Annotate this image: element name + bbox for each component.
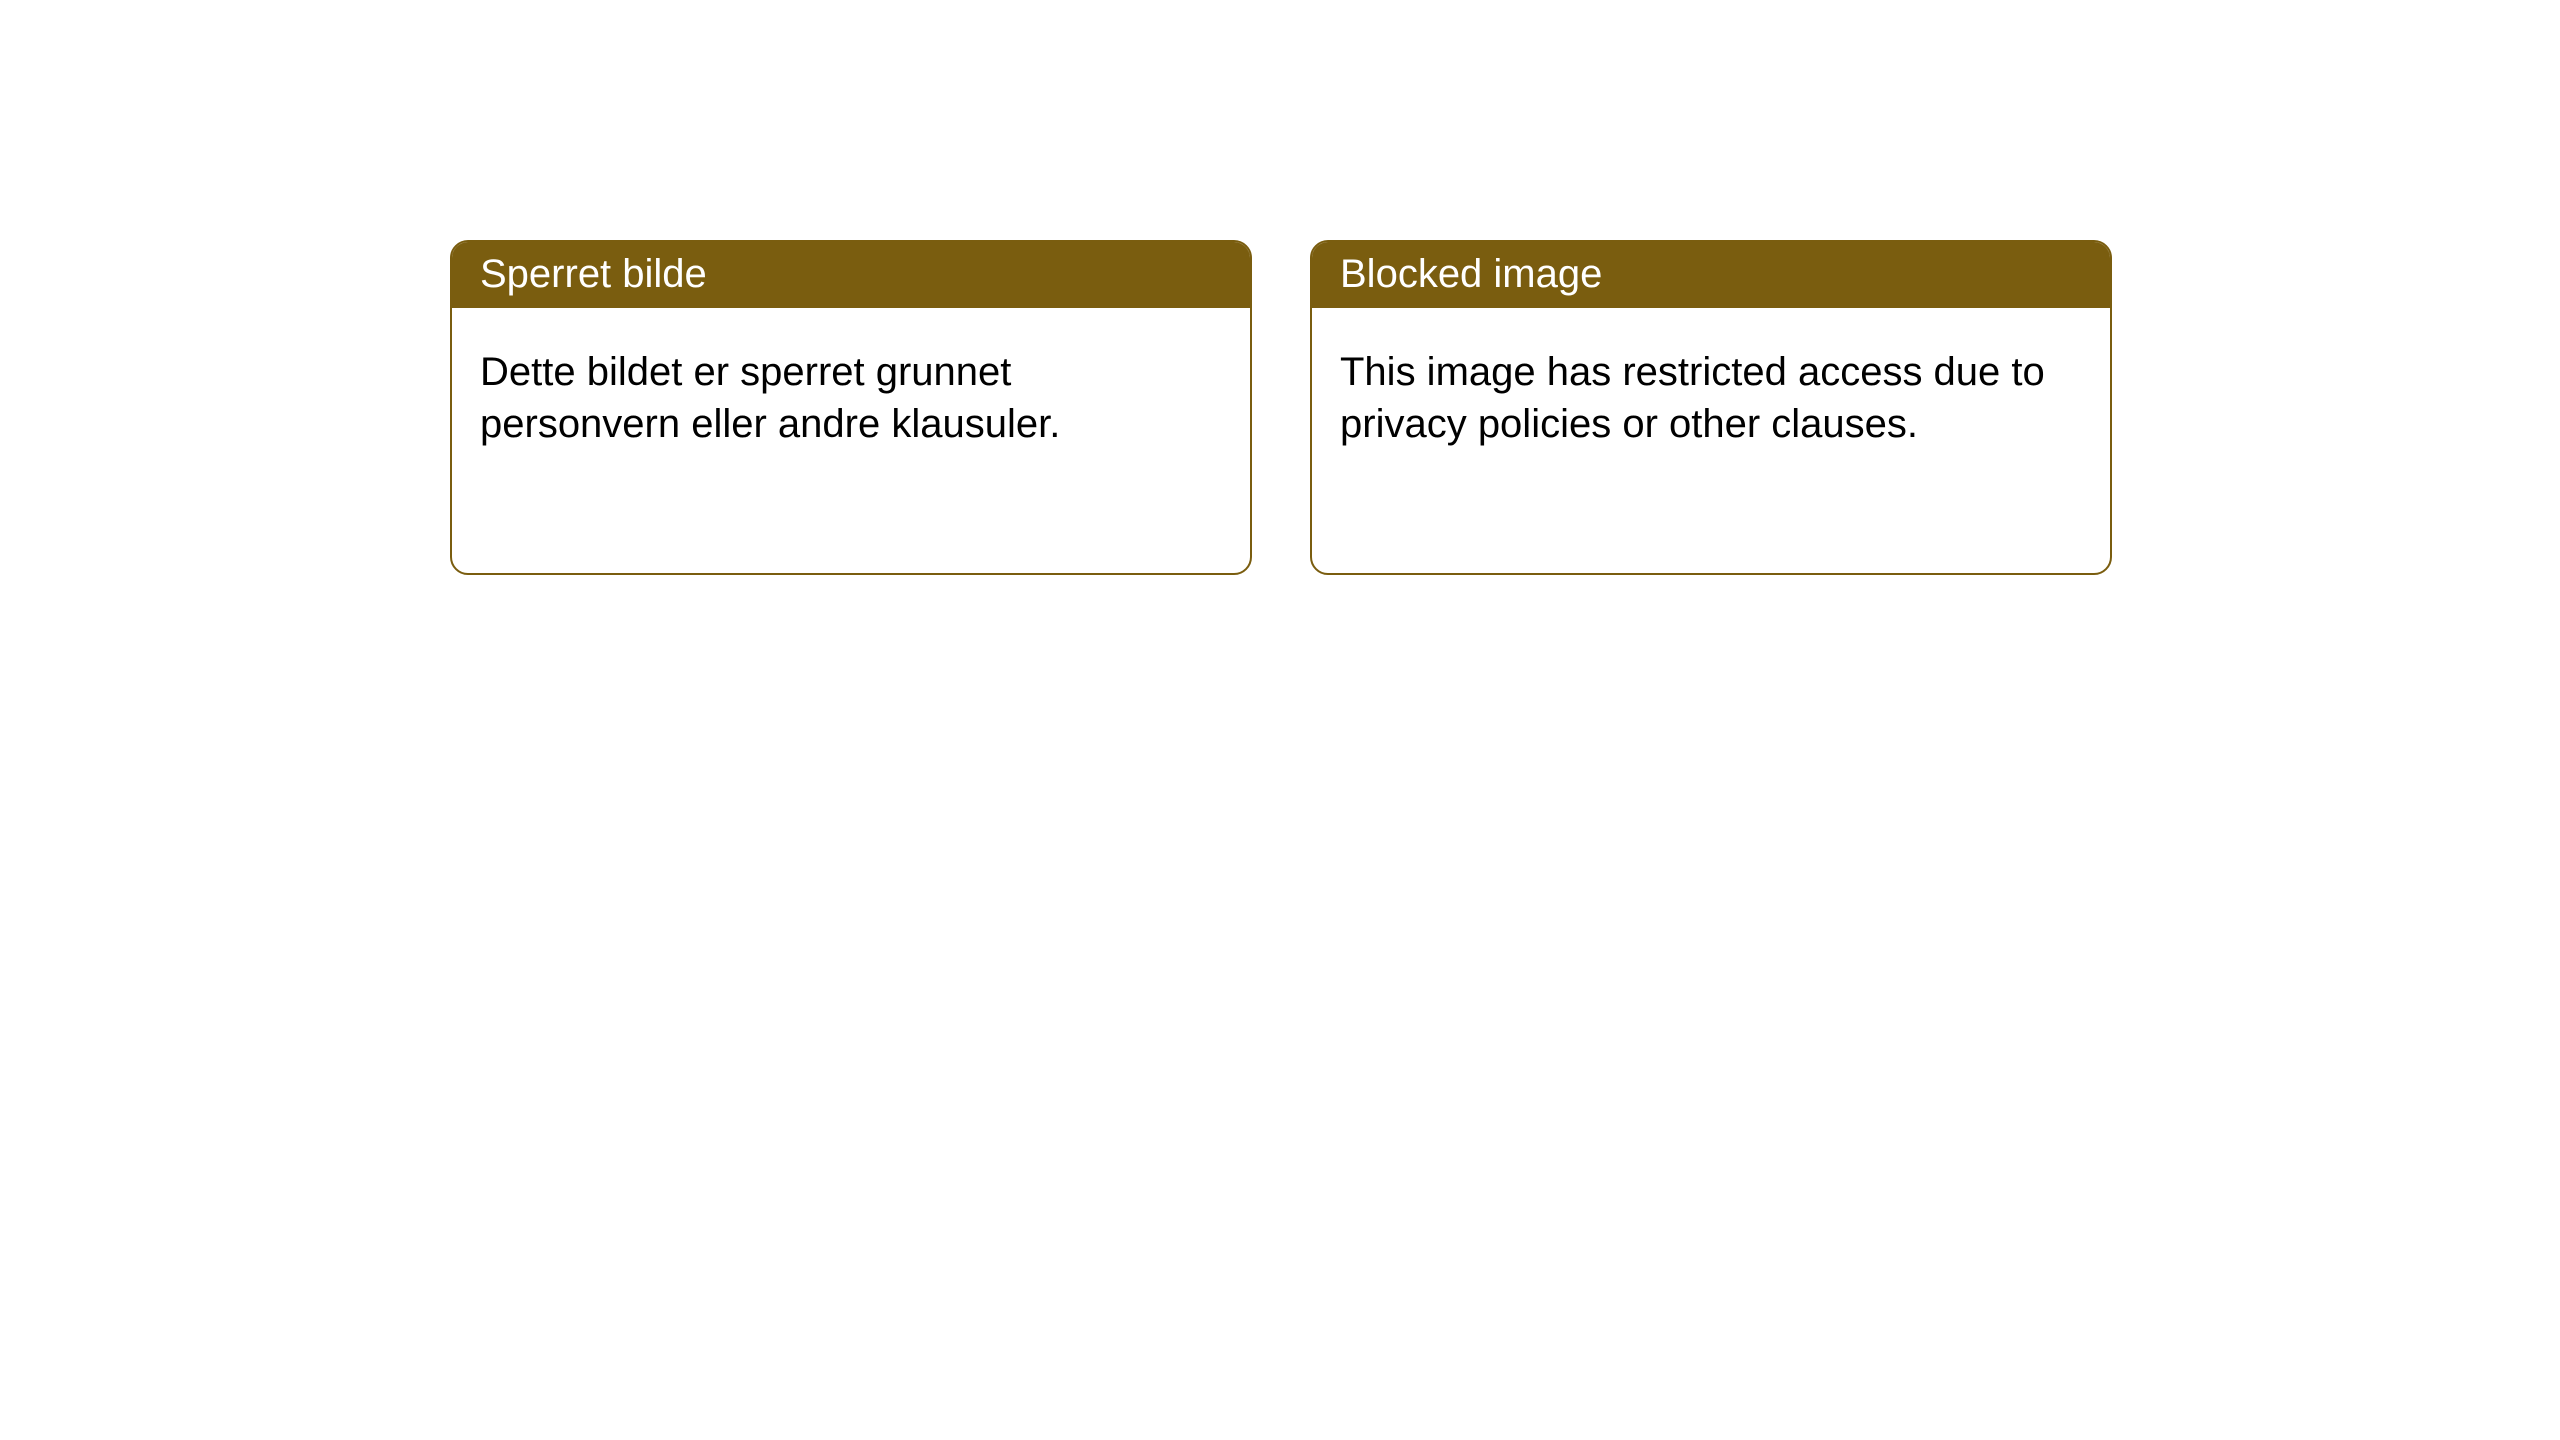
blocked-image-card-no: Sperret bilde Dette bildet er sperret gr…: [450, 240, 1252, 575]
card-body: This image has restricted access due to …: [1312, 308, 2110, 488]
cards-container: Sperret bilde Dette bildet er sperret gr…: [0, 0, 2560, 575]
card-header: Blocked image: [1312, 242, 2110, 308]
card-header: Sperret bilde: [452, 242, 1250, 308]
card-body: Dette bildet er sperret grunnet personve…: [452, 308, 1250, 488]
blocked-image-card-en: Blocked image This image has restricted …: [1310, 240, 2112, 575]
